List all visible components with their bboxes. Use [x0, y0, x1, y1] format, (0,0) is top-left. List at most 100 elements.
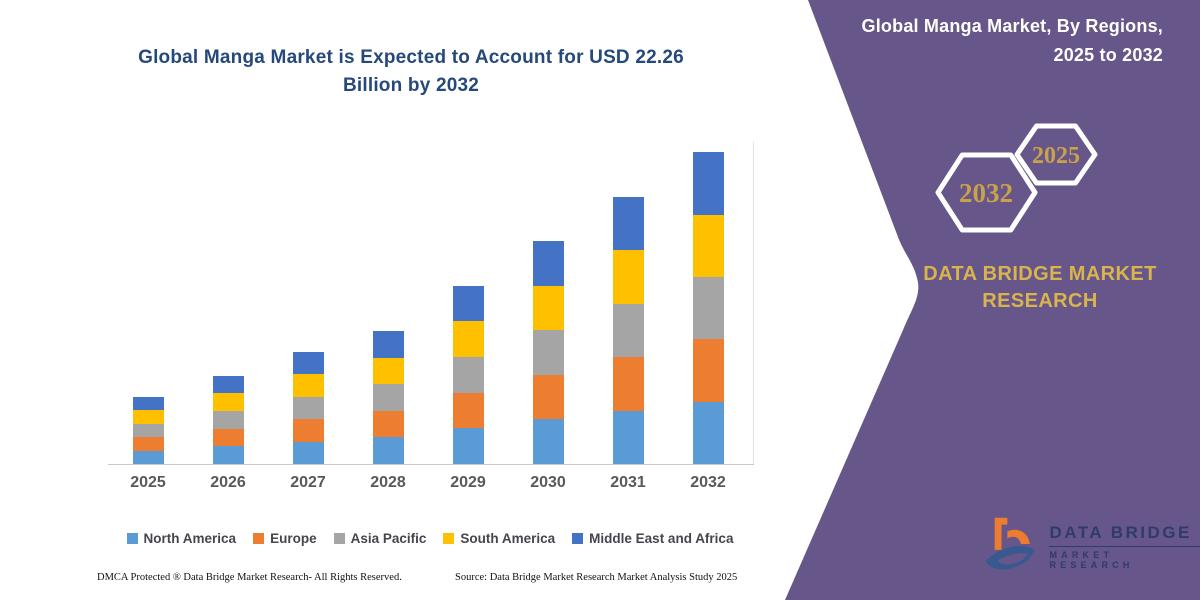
x-axis-label-2028: 2028: [370, 474, 406, 491]
bar-segment-north-america-2028: [372, 437, 404, 464]
legend-item-europe: Europe: [253, 531, 317, 546]
bar-2028: [372, 331, 404, 464]
panel-title: Global Manga Market, By Regions, 2025 to…: [743, 12, 1163, 70]
bar-segment-asia-pacific-2027: [292, 396, 324, 420]
legend-label: South America: [460, 531, 556, 546]
bar-segment-north-america-2027: [292, 441, 324, 464]
chart-title-line1: Global Manga Market is Expected to Accou…: [138, 47, 684, 68]
bar-segment-europe-2026: [212, 428, 244, 447]
bar-segment-asia-pacific-2032: [692, 277, 724, 340]
bar-segment-south-america-2031: [612, 250, 644, 304]
bar-segment-middle-east-and-africa-2032: [692, 152, 724, 215]
bar-2027: [292, 352, 324, 464]
bar-segment-middle-east-and-africa-2027: [292, 352, 324, 375]
bar-segment-europe-2025: [132, 437, 164, 451]
bar-segment-middle-east-and-africa-2028: [372, 331, 404, 358]
bar-segment-north-america-2025: [132, 450, 164, 464]
logo-d-swoosh-cutout: [997, 553, 1028, 565]
bar-segment-south-america-2026: [212, 393, 244, 412]
panel-title-line2: 2025 to 2032: [1053, 45, 1163, 65]
x-axis-label-2030: 2030: [530, 474, 566, 491]
panel-title-line1: Global Manga Market, By Regions,: [861, 16, 1163, 36]
brand-heading-line2: RESEARCH: [982, 290, 1098, 312]
bar-segment-asia-pacific-2030: [532, 330, 564, 375]
logo-b-bowl: [1007, 529, 1030, 545]
bar-segment-south-america-2032: [692, 214, 724, 278]
dbmr-logo-name: DATA BRIDGE: [1049, 523, 1200, 547]
chart-title: Global Manga Market is Expected to Accou…: [100, 44, 722, 100]
dbmr-logo-subtitle: MARKET RESEARCH: [1049, 549, 1134, 570]
dbmr-logo-text: DATA BRIDGE MARKET RESEARCH: [1049, 523, 1200, 570]
bar-segment-north-america-2030: [532, 419, 564, 464]
x-axis-label-2032: 2032: [690, 474, 726, 491]
legend-swatch-icon: [572, 533, 584, 544]
legend-item-middle-east-and-africa: Middle East and Africa: [572, 531, 733, 546]
chart-title-line2: Billion by 2032: [342, 75, 480, 96]
x-axis-label-2026: 2026: [210, 474, 246, 491]
bar-segment-europe-2029: [452, 392, 484, 429]
bar-segment-south-america-2030: [532, 285, 564, 331]
bar-segment-asia-pacific-2031: [612, 303, 644, 358]
bar-segment-europe-2030: [532, 374, 564, 420]
footer-source-text: Source: Data Bridge Market Research Mark…: [455, 572, 738, 583]
bar-segment-middle-east-and-africa-2030: [532, 241, 564, 286]
bar-2031: [612, 196, 644, 464]
bar-2029: [452, 285, 484, 464]
legend-swatch-icon: [443, 533, 455, 544]
legend-item-south-america: South America: [443, 531, 555, 546]
x-axis-label-2027: 2027: [290, 474, 326, 491]
bar-segment-europe-2028: [372, 410, 404, 438]
brand-heading-line1: DATA BRIDGE MARKET: [923, 263, 1157, 285]
bar-segment-middle-east-and-africa-2026: [212, 375, 244, 394]
legend-label: Asia Pacific: [350, 531, 427, 546]
legend-item-asia-pacific: Asia Pacific: [333, 531, 427, 546]
dbmr-logo: DATA BRIDGE MARKET RESEARCH: [983, 513, 1200, 579]
x-axis-label-2029: 2029: [450, 474, 486, 491]
plot-right-border: [753, 142, 754, 464]
bar-chart-plot: 2025 2026 2027 2028 2029 2030 2031 2032: [108, 142, 754, 491]
bar-segment-asia-pacific-2028: [372, 384, 404, 411]
bar-segment-south-america-2029: [452, 321, 484, 357]
bar-segment-middle-east-and-africa-2031: [612, 196, 644, 251]
purple-panel: [785, 0, 1200, 600]
bar-segment-north-america-2032: [692, 401, 724, 464]
footer-dmca-text: DMCA Protected ® Data Bridge Market Rese…: [97, 572, 402, 583]
legend-item-north-america: North America: [126, 531, 237, 546]
bar-segment-europe-2031: [612, 357, 644, 411]
legend-swatch-icon: [333, 533, 345, 544]
hexagon-2032: [935, 152, 1038, 233]
bar-2030: [532, 241, 564, 464]
hexagon-2025-label: 2025: [1032, 143, 1080, 169]
bar-segment-north-america-2029: [452, 428, 484, 464]
bar-segment-asia-pacific-2029: [452, 356, 484, 393]
brand-heading: DATA BRIDGE MARKET RESEARCH: [890, 261, 1190, 315]
bar-segment-north-america-2026: [212, 446, 244, 464]
x-axis-label-2031: 2031: [610, 474, 646, 491]
hexagon-2032-label: 2032: [959, 178, 1013, 208]
legend-label: Middle East and Africa: [589, 531, 734, 546]
bar-segment-middle-east-and-africa-2029: [452, 285, 484, 322]
bar-2025: [132, 396, 164, 464]
hexagon-2025: [1014, 123, 1098, 186]
legend-swatch-icon: [253, 533, 265, 544]
bar-segment-south-america-2027: [292, 374, 324, 397]
bar-segment-north-america-2031: [612, 410, 644, 464]
bar-segment-europe-2027: [292, 419, 324, 442]
bar-segment-middle-east-and-africa-2025: [132, 396, 164, 411]
bar-segment-south-america-2028: [372, 357, 404, 385]
logo-b-stem: [994, 517, 1008, 550]
bar-segment-europe-2032: [692, 339, 724, 402]
bar-2032: [692, 152, 724, 464]
bar-2026: [212, 375, 244, 464]
x-axis-line: [108, 464, 754, 465]
legend-label: Europe: [270, 531, 317, 546]
hexagon-badges: 2032 2025: [935, 123, 1098, 233]
bar-segment-asia-pacific-2026: [212, 411, 244, 429]
legend-label: North America: [143, 531, 237, 546]
bar-segment-south-america-2025: [132, 410, 164, 424]
legend-swatch-icon: [126, 533, 138, 544]
dbmr-logo-mark-icon: [985, 517, 1035, 570]
x-axis-label-2025: 2025: [130, 474, 166, 491]
